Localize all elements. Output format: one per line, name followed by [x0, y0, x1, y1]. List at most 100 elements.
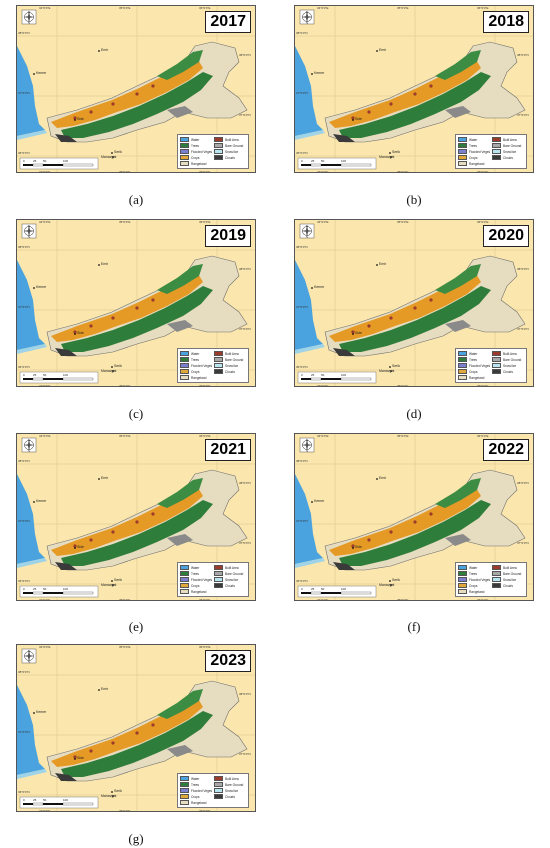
legend-label: Flooded Vegetation: [191, 149, 212, 154]
longitude-label: 34°0'0"E: [317, 6, 329, 10]
compass-icon: [21, 9, 37, 25]
panel-caption: (d): [406, 406, 422, 421]
place-label: Manavgat: [379, 583, 395, 587]
legend-label: Flooded Vegetation: [191, 363, 212, 368]
longitude-label: 34°0'0"E: [39, 598, 51, 601]
scale-tick-label: 50: [43, 587, 47, 591]
legend-label: Water: [469, 565, 478, 570]
legend-swatch: [180, 782, 189, 787]
longitude-label: 36°0'0"E: [199, 645, 211, 649]
legend-swatch: [458, 363, 467, 368]
legend-label: Crops: [191, 794, 200, 799]
map-canvas: [17, 434, 255, 600]
scale-tick-label: 0: [23, 373, 25, 377]
compass-icon: [299, 223, 315, 239]
longitude-label: 35°0'0"E: [119, 6, 131, 10]
legend-label: Snow/Ice: [503, 577, 517, 582]
map-legend: Water Built Area Trees Bare Ground Flooded V…: [177, 348, 249, 383]
legend-swatch: [214, 583, 223, 588]
longitude-label: 34°0'0"E: [317, 384, 329, 387]
legend-swatch: [492, 369, 501, 374]
legend-label: Bare Ground: [225, 571, 244, 576]
legend-label: Clouds: [225, 583, 235, 588]
legend-entry: Bare Ground: [492, 357, 524, 362]
legend-swatch: [458, 375, 467, 380]
longitude-label: 36°0'0"E: [199, 6, 211, 10]
latitude-label: 36°0'0"N: [296, 151, 308, 155]
legend-swatch: [180, 143, 189, 148]
legend-entry: Built Area: [214, 565, 246, 570]
legend-swatch: [180, 351, 189, 356]
place-label: Manavgat: [101, 583, 117, 587]
latitude-label: 38°0'0"N: [239, 692, 251, 696]
place-label: Side: [77, 545, 85, 549]
compass-north-label: N: [28, 648, 31, 653]
latitude-label: 37°0'0"N: [239, 327, 251, 331]
latitude-label: 38°0'0"N: [296, 31, 308, 35]
legend-entry: Crops: [458, 155, 490, 160]
scale-tick-label: 100: [341, 373, 347, 377]
legend-entry: Built Area: [214, 351, 246, 356]
compass-south-label: S: [28, 235, 31, 239]
scale-tick-label: 25: [311, 159, 315, 163]
place-label: Serik: [114, 150, 122, 154]
place-label: Kemer: [36, 71, 47, 75]
legend-entry: Crops: [180, 794, 212, 799]
place-label: Kemer: [314, 499, 325, 503]
longitude-label: 34°0'0"E: [39, 809, 51, 812]
scale-tick-label: 100: [63, 159, 69, 163]
legend-swatch: [180, 565, 189, 570]
compass-icon: [21, 223, 37, 239]
legend-entry: Bare Ground: [214, 571, 246, 576]
scale-bar: [19, 585, 99, 598]
legend-swatch: [458, 155, 467, 160]
map-legend: Water Built Area Trees Bare Ground Flooded V…: [455, 562, 527, 597]
legend-entry: Snow/Ice: [214, 577, 246, 582]
scale-tick-label: 25: [311, 373, 315, 377]
legend-label: Rangeland: [469, 375, 485, 380]
legend-entry: Trees: [180, 571, 212, 576]
legend-label: Clouds: [503, 155, 513, 160]
compass-north-label: N: [306, 223, 309, 228]
latitude-label: 36°0'0"N: [18, 790, 30, 794]
legend-label: Rangeland: [191, 375, 207, 380]
latitude-label: 36°0'0"N: [18, 151, 30, 155]
map-panel: 0 25 50 100 N S 34°0'0"E 34°0'0"E 35°0'0"E 35°0'0…: [294, 5, 534, 173]
legend-entry: Bare Ground: [492, 571, 524, 576]
year-label: 2020: [483, 225, 529, 247]
legend-swatch: [458, 143, 467, 148]
place-label: Side: [77, 756, 85, 760]
map-legend: Water Built Area Trees Bare Ground Flooded V…: [177, 773, 249, 808]
scale-tick-label: 50: [321, 159, 325, 163]
longitude-label: 34°0'0"E: [39, 434, 51, 438]
compass-south-label: S: [28, 21, 31, 25]
legend-label: Crops: [469, 369, 478, 374]
compass-south-label: S: [306, 235, 309, 239]
legend-entry: Clouds: [492, 369, 524, 374]
place-label: Emir: [101, 687, 109, 691]
legend-label: Flooded Vegetation: [191, 577, 212, 582]
legend-entry: Flooded Vegetation: [458, 149, 490, 154]
longitude-label: 34°0'0"E: [39, 384, 51, 387]
legend-entry: Snow/Ice: [214, 363, 246, 368]
longitude-label: 36°0'0"E: [199, 809, 211, 812]
legend-entry: Water: [458, 565, 490, 570]
legend-swatch: [492, 351, 501, 356]
legend-entry: Flooded Vegetation: [180, 577, 212, 582]
legend-label: Bare Ground: [503, 143, 522, 148]
legend-label: Trees: [191, 143, 200, 148]
longitude-label: 36°0'0"E: [477, 434, 489, 438]
panel-caption: (c): [128, 406, 144, 421]
sea-area: [17, 474, 45, 564]
scale-bar: [297, 371, 377, 384]
longitude-label: 35°0'0"E: [397, 6, 409, 10]
legend-entry: Water: [180, 565, 212, 570]
place-label: Kemer: [36, 710, 47, 714]
legend-entry: Built Area: [214, 776, 246, 781]
legend-swatch: [180, 776, 189, 781]
compass-north-label: N: [28, 223, 31, 228]
legend-label: Built Area: [503, 351, 517, 356]
panel-caption: (b): [406, 192, 422, 207]
legend-swatch: [214, 776, 223, 781]
legend-label: Clouds: [503, 369, 513, 374]
